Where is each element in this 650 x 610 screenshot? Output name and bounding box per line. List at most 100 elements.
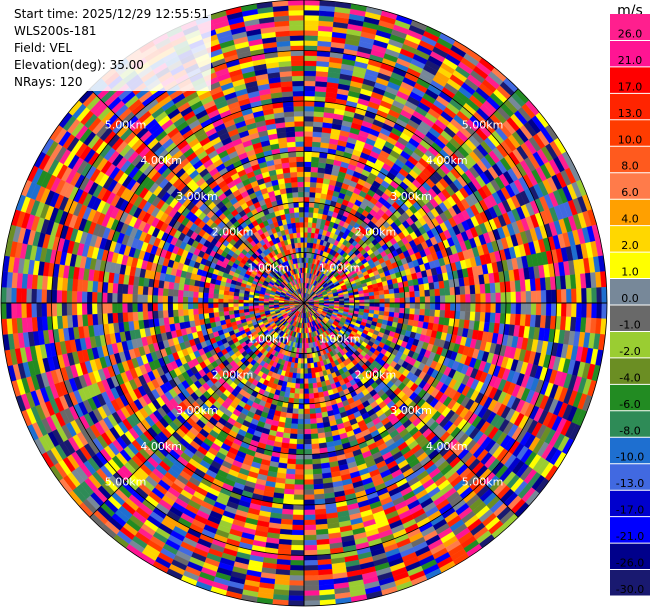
gate-cell bbox=[500, 292, 507, 304]
gate-cell bbox=[306, 348, 310, 354]
gate-cell bbox=[383, 289, 390, 295]
gate-cell bbox=[368, 291, 375, 297]
gate-cell bbox=[369, 295, 375, 300]
gate-cell bbox=[310, 161, 319, 168]
gate-cell bbox=[303, 14, 320, 21]
gate-cell bbox=[470, 293, 476, 304]
gate-cell bbox=[311, 377, 317, 384]
gate-cell bbox=[545, 302, 552, 317]
gate-cell bbox=[545, 289, 552, 304]
gate-cell bbox=[576, 288, 582, 304]
gate-cell bbox=[303, 156, 312, 162]
gate-cell bbox=[550, 289, 557, 304]
gate-cell bbox=[303, 570, 319, 576]
gate-cell bbox=[300, 368, 305, 374]
gate-cell bbox=[525, 290, 532, 304]
gate-cell bbox=[285, 473, 296, 480]
gate-cell bbox=[310, 166, 319, 173]
gate-cell bbox=[485, 293, 492, 304]
gate-cell bbox=[419, 290, 426, 298]
gate-cell bbox=[303, 398, 310, 405]
gate-cell bbox=[303, 595, 320, 602]
gate-cell bbox=[379, 306, 385, 312]
gate-cell bbox=[295, 464, 305, 470]
gate-cell bbox=[566, 302, 572, 318]
gate-cell bbox=[429, 309, 436, 317]
gate-cell bbox=[314, 407, 322, 414]
gate-cell bbox=[284, 483, 295, 490]
gate-cell bbox=[434, 288, 441, 297]
gate-cell bbox=[313, 111, 325, 118]
gate-cell bbox=[288, 585, 305, 592]
gate-cell bbox=[303, 529, 317, 536]
gate-cell bbox=[445, 295, 451, 304]
gate-cell bbox=[314, 192, 322, 199]
gate-cell bbox=[303, 171, 312, 178]
gate-cell bbox=[586, 302, 593, 319]
gate-cell bbox=[303, 524, 317, 531]
gate-cell bbox=[303, 100, 315, 107]
gate-cell bbox=[394, 297, 401, 304]
gate-cell bbox=[413, 314, 420, 322]
gate-cell bbox=[444, 310, 451, 319]
gate-cell bbox=[475, 293, 481, 304]
gate-cell bbox=[289, 565, 305, 571]
gate-cell bbox=[297, 418, 305, 425]
gate-cell bbox=[303, 408, 310, 415]
gate-cell bbox=[424, 302, 431, 310]
gate-cell bbox=[303, 115, 314, 122]
gate-cell bbox=[349, 297, 355, 301]
gate-cell bbox=[308, 201, 315, 208]
gate-cell bbox=[285, 468, 296, 475]
gate-cell bbox=[284, 417, 293, 424]
gate-cell bbox=[494, 312, 501, 324]
gate-cell bbox=[419, 302, 426, 310]
gate-cell bbox=[571, 302, 577, 318]
gate-cell bbox=[306, 358, 311, 364]
gate-cell bbox=[285, 412, 293, 419]
gate-cell bbox=[489, 282, 496, 294]
gate-cell bbox=[309, 418, 317, 425]
gate-cell bbox=[290, 549, 305, 556]
gate-cell bbox=[289, 438, 298, 445]
gate-cell bbox=[424, 309, 431, 317]
gate-cell bbox=[591, 302, 598, 319]
gate-cell bbox=[394, 307, 400, 314]
gate-cell bbox=[303, 95, 315, 102]
gate-cell bbox=[313, 493, 325, 500]
gate-cell bbox=[284, 422, 292, 429]
gate-cell bbox=[313, 483, 324, 490]
gate-cell bbox=[601, 286, 608, 304]
gate-cell bbox=[399, 292, 406, 299]
gate-cell bbox=[601, 302, 608, 320]
gate-cell bbox=[303, 479, 314, 485]
gate-cell bbox=[309, 413, 317, 420]
gate-cell bbox=[310, 438, 319, 445]
gate-cell bbox=[475, 302, 481, 313]
gate-cell bbox=[303, 459, 313, 465]
gate-cell bbox=[299, 378, 305, 384]
gate-cell bbox=[419, 296, 426, 304]
gate-cell bbox=[303, 509, 316, 516]
gate-cell bbox=[515, 291, 522, 304]
gate-cell bbox=[298, 393, 305, 400]
gate-cell bbox=[290, 544, 305, 551]
gate-cell bbox=[530, 302, 537, 316]
gate-cell bbox=[283, 488, 295, 495]
gate-cell bbox=[303, 403, 310, 410]
gate-cell bbox=[303, 166, 312, 173]
gate-cell bbox=[303, 45, 318, 52]
gate-cell bbox=[308, 207, 315, 213]
gate-cell bbox=[434, 295, 441, 304]
gate-cell bbox=[484, 283, 491, 294]
gate-cell bbox=[309, 403, 316, 410]
gate-cell bbox=[299, 383, 305, 390]
gate-cell bbox=[293, 499, 305, 506]
gate-cell bbox=[423, 315, 430, 323]
gate-cell bbox=[440, 295, 446, 304]
gate-cell bbox=[369, 302, 375, 307]
gate-cell bbox=[480, 302, 486, 313]
gate-cell bbox=[525, 302, 532, 316]
gate-cell bbox=[373, 290, 380, 296]
